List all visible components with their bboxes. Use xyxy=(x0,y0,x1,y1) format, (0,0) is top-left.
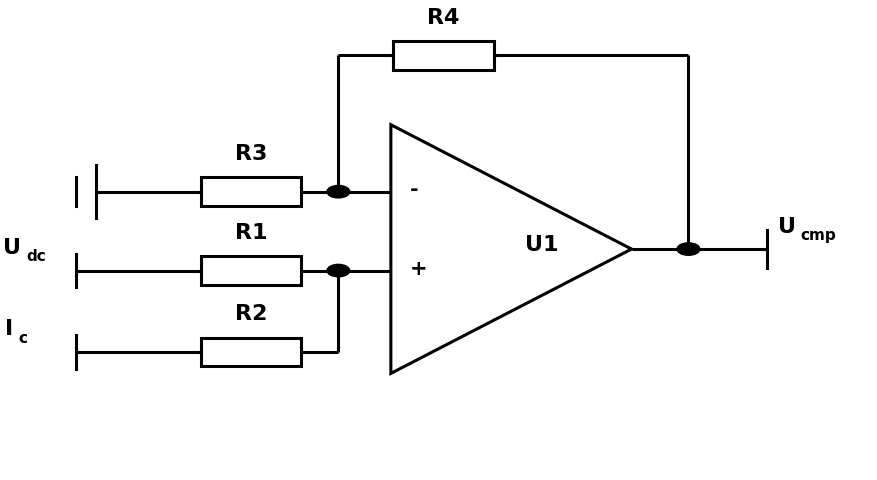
Circle shape xyxy=(326,265,349,277)
Text: -: - xyxy=(410,180,418,200)
Text: cmp: cmp xyxy=(800,228,835,243)
Text: R4: R4 xyxy=(427,8,459,28)
Text: U: U xyxy=(777,216,795,236)
Circle shape xyxy=(676,243,699,256)
Bar xyxy=(393,42,493,71)
Text: R1: R1 xyxy=(234,222,267,242)
Text: U1: U1 xyxy=(524,235,558,255)
Text: U: U xyxy=(4,238,21,258)
Text: I: I xyxy=(5,319,13,339)
Circle shape xyxy=(326,186,349,199)
Bar xyxy=(200,257,301,285)
Bar xyxy=(200,338,301,366)
Bar xyxy=(200,178,301,206)
Text: c: c xyxy=(18,330,27,345)
Text: dc: dc xyxy=(25,249,46,264)
Text: R2: R2 xyxy=(234,303,267,324)
Text: R3: R3 xyxy=(234,144,267,164)
Text: +: + xyxy=(410,259,427,278)
